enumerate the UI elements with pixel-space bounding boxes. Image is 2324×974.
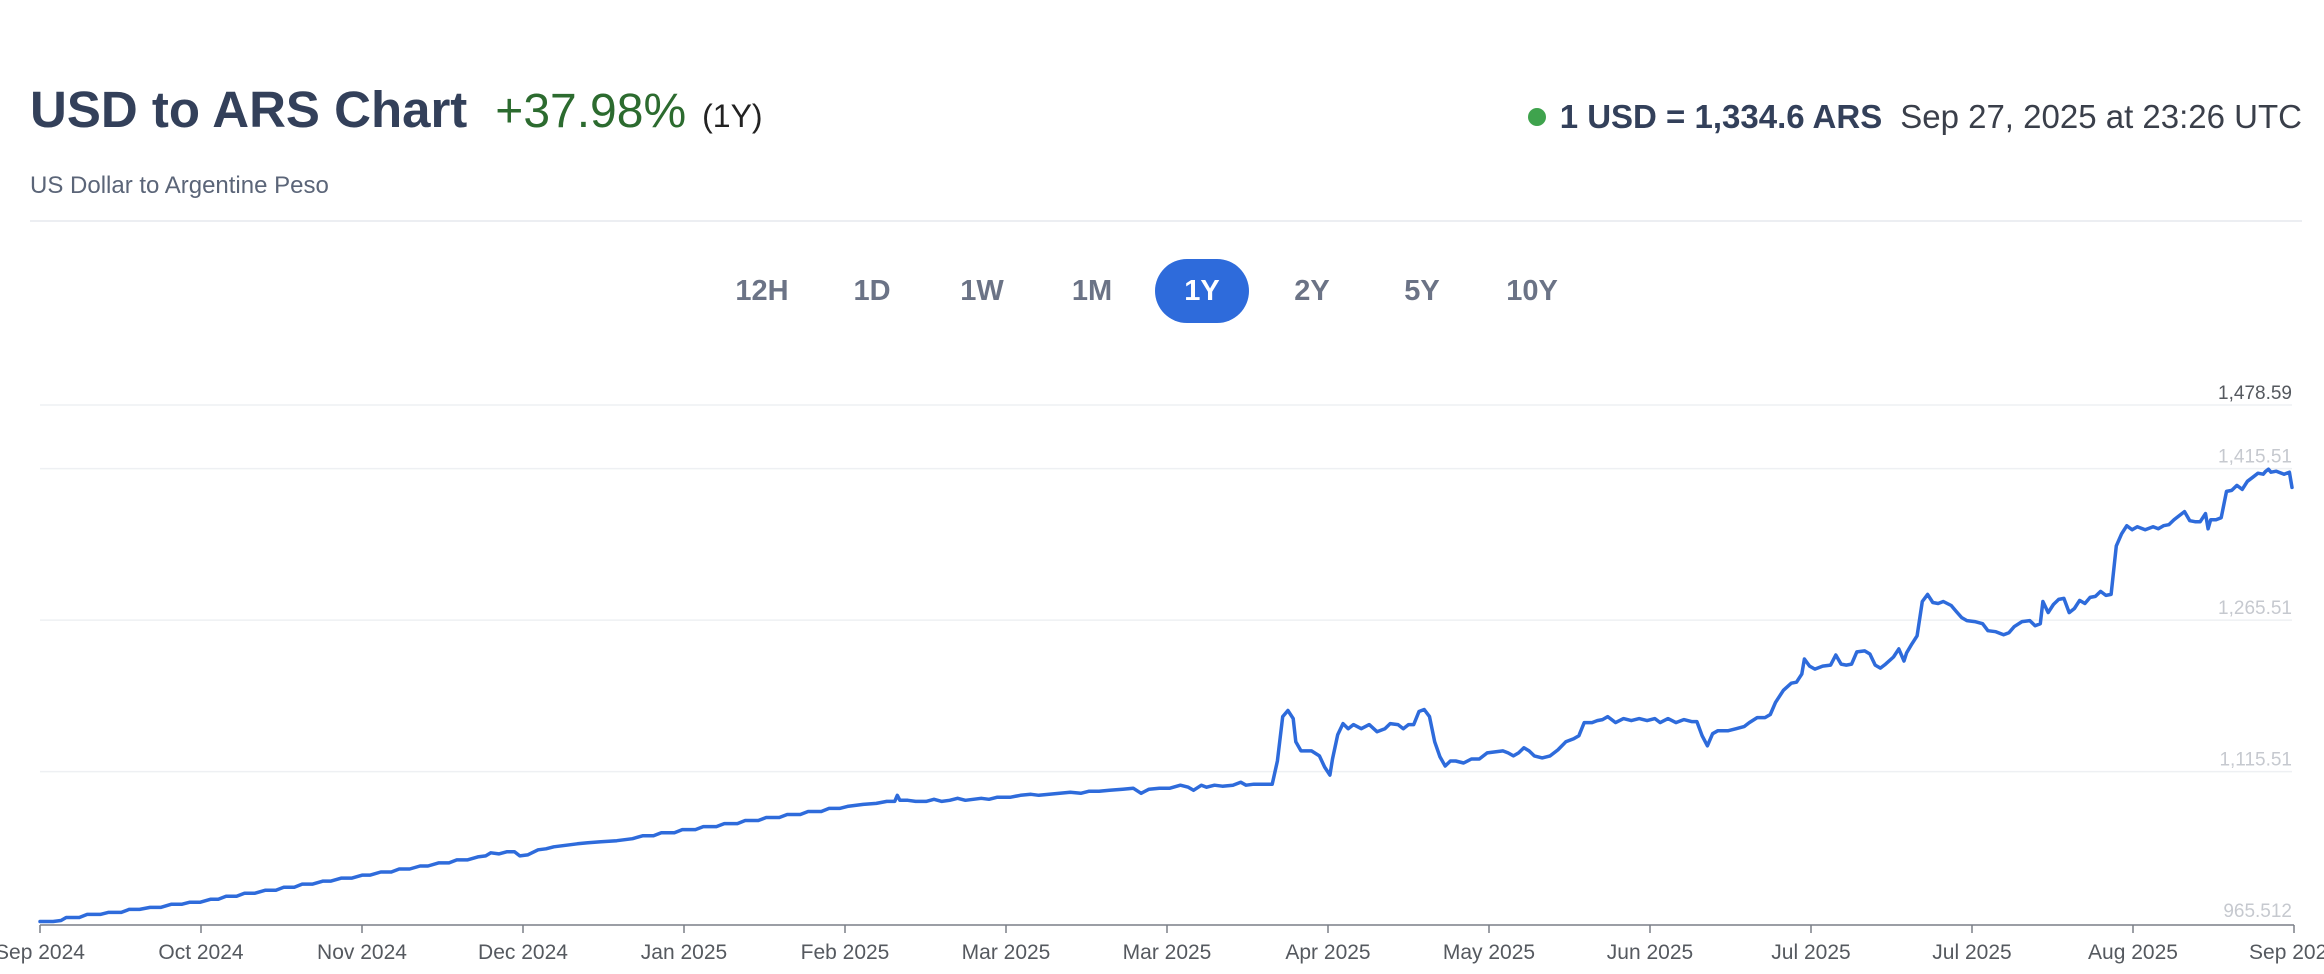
y-tick-label: 965.512 [2223,901,2292,922]
tab-5y[interactable]: 5Y [1404,274,1440,307]
tab-1y[interactable]: 1Y [1155,259,1249,323]
x-tick-label: Jul 2025 [1771,941,1850,964]
x-tick-label: Dec 2024 [478,941,568,964]
page-title: USD to ARS Chart [30,81,468,138]
x-tick-label: Sep 2024 [0,941,85,964]
x-tick-label: Mar 2025 [962,941,1051,964]
x-tick-label: May 2025 [1443,941,1535,964]
x-tick-label: Sep 2025 [2249,941,2324,964]
rate-timestamp: Sep 27, 2025 at 23:26 UTC [1900,98,2302,135]
page-subtitle: US Dollar to Argentine Peso [30,172,329,199]
x-tick-label: Jul 2025 [1932,941,2011,964]
x-tick-label: Mar 2025 [1123,941,1212,964]
tab-2y[interactable]: 2Y [1294,274,1330,307]
live-status-dot-icon [1527,108,1546,126]
y-tick-label: 1,478.59 [2218,383,2292,404]
tab-1m[interactable]: 1M [1071,274,1113,307]
x-tick-label: Jun 2025 [1607,941,1693,964]
chart-header: USD to ARS Chart +37.98% (1Y) US Dollar … [30,80,2302,222]
y-tick-label: 1,265.51 [2218,598,2292,619]
rate-value: 1 USD = 1,334.6 ARS [1559,98,1883,135]
live-rate: 1 USD = 1,334.6 ARS Sep 27, 2025 at 23:2… [1527,98,2302,136]
tab-1d[interactable]: 1D [853,274,891,307]
x-tick-label: Aug 2025 [2088,941,2178,964]
change-period: (1Y) [702,98,763,134]
x-tick-label: Apr 2025 [1285,941,1370,964]
x-tick-label: Oct 2024 [158,941,244,964]
x-tick-label: Jan 2025 [641,941,727,964]
tab-10y[interactable]: 10Y [1506,274,1558,307]
change-percent: +37.98% [495,85,687,138]
tab-1w[interactable]: 1W [960,274,1004,307]
series-line [38,467,2294,924]
y-tick-label: 1,415.51 [2218,447,2292,468]
x-tick-label: Feb 2025 [801,941,890,964]
y-tick-label: 1,115.51 [2219,750,2292,771]
title-row: USD to ARS Chart +37.98% (1Y) [30,80,2302,139]
tab-12h[interactable]: 12H [735,274,789,307]
x-tick-label: Nov 2024 [317,941,407,964]
time-range-tabs: 12H 1D 1W 1M 1Y 2Y 5Y 10Y [0,259,2324,323]
chart-svg[interactable]: 965.512 1,115.51 1,265.51 1,415.51 1,478.59 S… [0,360,2324,974]
exchange-rate-chart[interactable]: 965.512 1,115.51 1,265.51 1,415.51 1,478.59 S… [0,360,2324,974]
